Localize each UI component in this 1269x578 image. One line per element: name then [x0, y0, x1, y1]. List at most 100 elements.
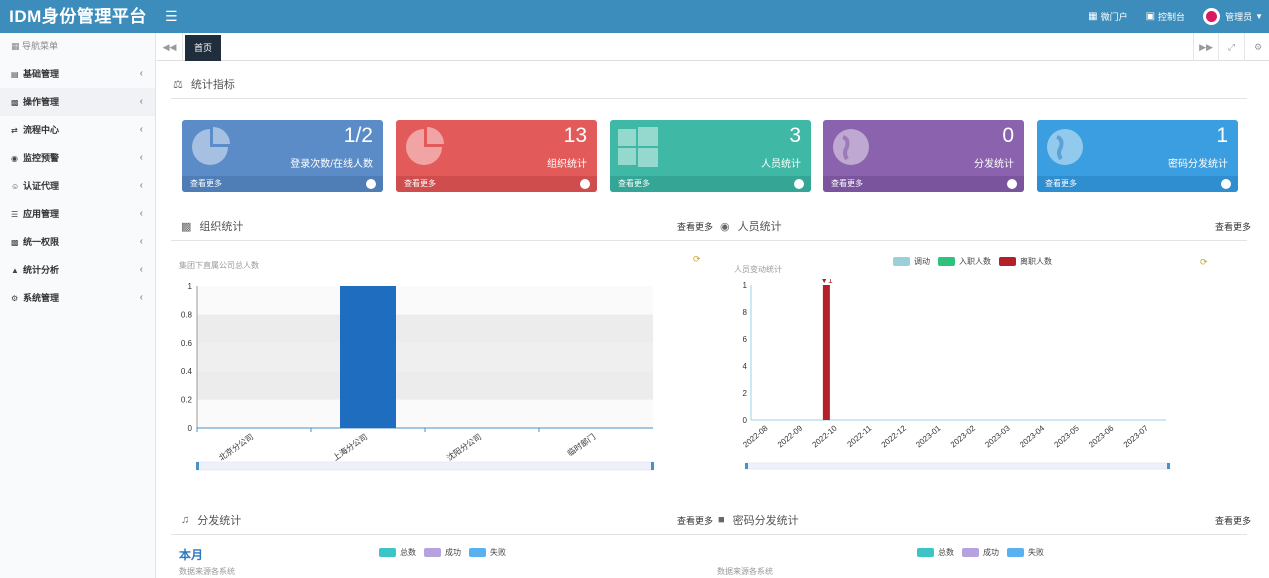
legend-swatch[interactable]	[893, 257, 910, 266]
card-password-dist: 1 密码分发统计 查看更多	[1037, 120, 1238, 192]
sidebar-item-analytics[interactable]: ▲ 统计分析 ‹	[0, 256, 155, 284]
x-tick-label: 2023-07	[1122, 423, 1151, 449]
card-value: 0	[1002, 124, 1014, 147]
book-icon: ▩	[11, 98, 19, 107]
area-chart-icon: ▲	[11, 266, 19, 275]
legend-swatch[interactable]	[379, 548, 396, 557]
card-label: 登录次数/在线人数	[290, 159, 373, 170]
card-org: 13 组织统计 查看更多	[396, 120, 597, 192]
sidebar-item-monitor[interactable]: ◉ 监控预警 ‹	[0, 144, 155, 172]
legend-label: 成功	[983, 548, 999, 557]
restore-icon[interactable]: ⟳	[1200, 257, 1208, 267]
caret-down-icon: ▼	[1255, 12, 1263, 21]
console-link[interactable]: ▣ 控制台	[1146, 10, 1185, 23]
divider	[171, 98, 1247, 99]
tab-home[interactable]: 首页	[185, 35, 221, 61]
backward-icon[interactable]: ◀◀	[157, 33, 183, 61]
avatar	[1203, 8, 1221, 25]
user-menu[interactable]: 管理员 ▼	[1203, 8, 1263, 25]
y-tick-label: 0.8	[181, 310, 193, 319]
list-icon: ☰	[11, 210, 19, 219]
sidebar-item-system[interactable]: ⚙ 系统管理 ‹	[0, 284, 155, 312]
windows-icon	[618, 127, 658, 167]
x-tick-label: 2022-12	[880, 423, 909, 449]
legend-label: 失败	[490, 548, 506, 557]
legend-swatch[interactable]	[1007, 548, 1024, 557]
sidebar: ▦ 导航菜单 ▤ 基础管理 ‹ ▩ 操作管理 ‹ ⇄ 流程中心 ‹ ◉ 监控预警 ‹ ☺ 认证代理…	[0, 33, 156, 578]
chevron-left-icon: ‹	[139, 152, 143, 163]
zoom-handle	[651, 462, 654, 470]
card-more-link[interactable]: 查看更多	[182, 176, 383, 192]
restore-icon[interactable]: ⟳	[693, 254, 701, 264]
brand-title[interactable]: IDM身份管理平台	[9, 7, 147, 26]
legend-swatch[interactable]	[469, 548, 486, 557]
person-chart-legend: 调动 入职人数 离职人数	[885, 256, 1052, 267]
header-actions: ▦ 微门户 ▣ 控制台 管理员 ▼	[1070, 0, 1263, 33]
person-more-link[interactable]: 查看更多	[1215, 222, 1252, 232]
dist-section-title: ♫ 分发统计	[181, 514, 242, 527]
sidebar-item-auth-proxy[interactable]: ☺ 认证代理 ‹	[0, 172, 155, 200]
divider	[171, 534, 1247, 535]
unlock-icon: ■	[718, 514, 725, 526]
dist-more-link[interactable]: 查看更多	[677, 516, 714, 526]
x-tick-label: 2023-02	[949, 423, 978, 449]
arrow-circle-right-icon	[1221, 179, 1231, 189]
chevron-left-icon: ‹	[139, 292, 143, 303]
sidebar-item-apps[interactable]: ☰ 应用管理 ‹	[0, 200, 155, 228]
legend-swatch[interactable]	[962, 548, 979, 557]
y-tick-label: 0.6	[742, 335, 748, 344]
legend-label: 调动	[914, 257, 930, 266]
zoom-slider	[745, 462, 1170, 470]
legend-label: 入职人数	[959, 257, 991, 266]
bar	[822, 285, 830, 420]
sidebar-item-operation[interactable]: ▩ 操作管理 ‹	[0, 88, 155, 116]
y-tick-label: 0	[188, 424, 193, 433]
arrow-circle-right-icon	[1007, 179, 1017, 189]
legend-swatch[interactable]	[424, 548, 441, 557]
forward-icon[interactable]: ▶▶	[1193, 33, 1219, 61]
dist-month-title: 本月	[179, 548, 204, 562]
portal-link[interactable]: ▦ 微门户	[1088, 10, 1127, 23]
x-tick-label: 临时部门	[565, 431, 597, 458]
legend-swatch[interactable]	[938, 257, 955, 266]
card-more-link[interactable]: 查看更多	[396, 176, 597, 192]
card-more-link[interactable]: 查看更多	[1037, 176, 1238, 192]
x-tick-label: 2023-03	[983, 423, 1012, 449]
legend-swatch[interactable]	[999, 257, 1016, 266]
eye-icon: ◉	[11, 154, 18, 163]
desktop-icon: ▣	[1145, 11, 1156, 22]
y-tick-label: 0.6	[181, 339, 193, 348]
card-more-link[interactable]: 查看更多	[610, 176, 811, 192]
th-icon: ▦	[11, 41, 23, 51]
pwd-more-link[interactable]: 查看更多	[1215, 516, 1252, 526]
person-section-title: ◉ 人员统计	[720, 220, 782, 234]
org-more-link[interactable]: 查看更多	[677, 222, 714, 232]
card-label: 分发统计	[974, 159, 1014, 170]
x-tick-label: 2022-11	[846, 423, 874, 449]
sidebar-item-process[interactable]: ⇄ 流程中心 ‹	[0, 116, 155, 144]
chevron-left-icon: ‹	[139, 68, 143, 79]
card-more-link[interactable]: 查看更多	[823, 176, 1024, 192]
bell-icon: ♫	[181, 514, 190, 526]
users-icon: ☺	[11, 182, 20, 191]
bars-icon[interactable]: ☰	[165, 8, 178, 24]
card-login: 1/2 登录次数/在线人数 查看更多	[182, 120, 383, 192]
pwd-source-note: 数据来源各系统	[717, 567, 773, 576]
globe-icon	[1047, 129, 1083, 165]
fullscreen-icon[interactable]: ⤢	[1219, 33, 1245, 61]
y-tick-label: 0.4	[181, 367, 193, 376]
pwd-chart-legend: 总数 成功 失败	[909, 547, 1044, 558]
grid-band	[197, 399, 653, 428]
x-tick-label: 沈阳分公司	[445, 431, 484, 462]
legend-swatch[interactable]	[917, 548, 934, 557]
sidebar-item-permission[interactable]: ▩ 统一权限 ‹	[0, 228, 155, 256]
chevron-left-icon: ‹	[139, 236, 143, 247]
sidebar-item-basic[interactable]: ▤ 基础管理 ‹	[0, 60, 155, 88]
card-distribution: 0 分发统计 查看更多	[823, 120, 1024, 192]
bar	[340, 286, 396, 428]
gear-icon[interactable]: ⚙	[1253, 42, 1263, 52]
x-tick-label: 2023-05	[1053, 423, 1082, 449]
org-chart-note: 集团下直属公司总人数	[179, 261, 259, 270]
arrow-circle-right-icon	[366, 179, 376, 189]
